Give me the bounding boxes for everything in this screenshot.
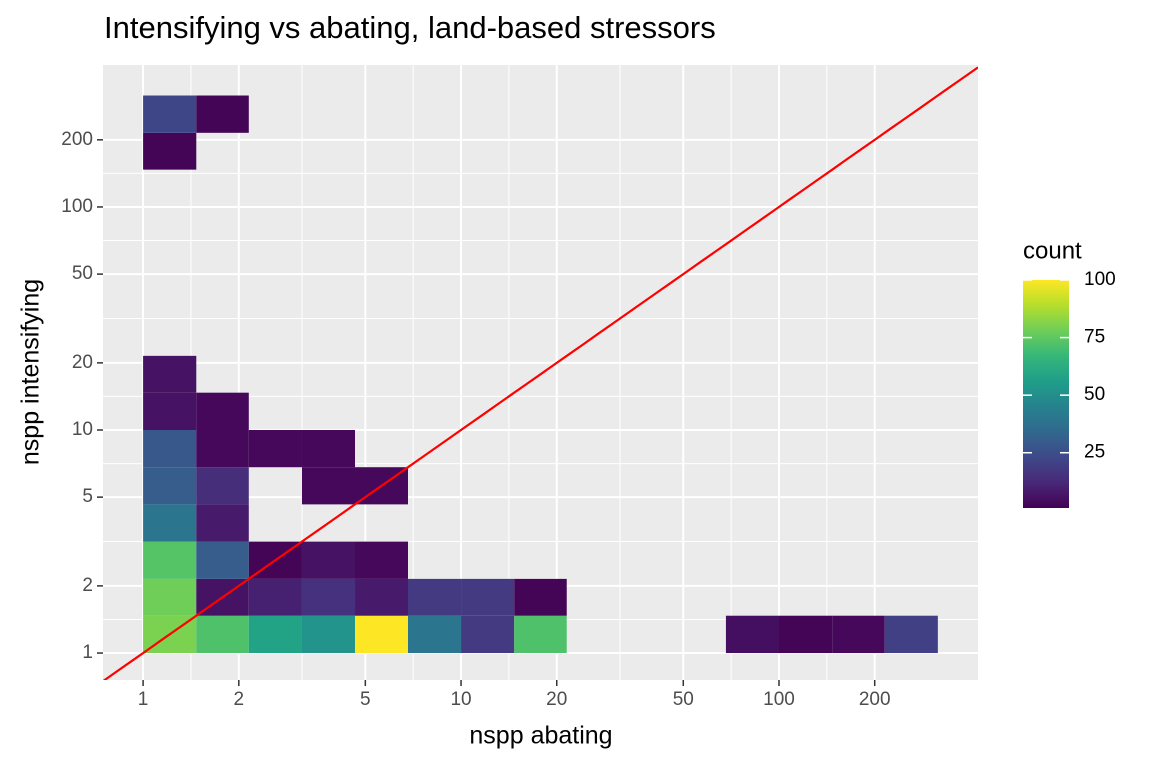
bin-tile bbox=[248, 615, 302, 654]
x-tick-label: 200 bbox=[859, 689, 891, 710]
x-axis-title: nspp abating bbox=[469, 722, 612, 750]
x-tick-label: 50 bbox=[673, 689, 694, 710]
y-tick-label: 5 bbox=[82, 486, 93, 507]
x-tick-label: 20 bbox=[546, 689, 567, 710]
y-axis-title: nspp intensifying bbox=[17, 279, 45, 465]
bin-tile bbox=[143, 95, 197, 133]
bin-tile bbox=[196, 95, 249, 133]
x-tick-label: 5 bbox=[360, 689, 371, 710]
reference-line bbox=[103, 66, 978, 680]
bin-tile bbox=[355, 541, 408, 579]
bin-tile bbox=[407, 578, 462, 616]
bin-tile bbox=[514, 615, 567, 654]
bin-tile bbox=[196, 392, 249, 430]
bin-tile bbox=[301, 615, 356, 654]
bin-tile bbox=[196, 467, 249, 505]
bin-tile bbox=[143, 467, 197, 505]
y-tick-label: 100 bbox=[61, 196, 93, 217]
bin-tile bbox=[461, 615, 515, 654]
bin-tile bbox=[725, 615, 779, 654]
bin-tile bbox=[143, 504, 197, 542]
legend-label: 75 bbox=[1084, 327, 1105, 348]
bin-tile bbox=[301, 578, 356, 616]
x-tick-label: 100 bbox=[763, 689, 795, 710]
y-tick-label: 1 bbox=[82, 642, 93, 663]
legend-title: count bbox=[1023, 237, 1082, 264]
legend-label: 50 bbox=[1084, 384, 1105, 405]
bin-tile bbox=[355, 615, 408, 654]
bin-tile bbox=[514, 578, 567, 616]
bin-tile bbox=[143, 578, 197, 616]
y-tick-label: 200 bbox=[61, 129, 93, 150]
y-tick-label: 20 bbox=[72, 352, 93, 373]
bin-tile bbox=[832, 615, 885, 654]
x-tick-label: 10 bbox=[450, 689, 471, 710]
legend-label: 25 bbox=[1084, 442, 1105, 463]
bin-tile bbox=[196, 504, 249, 542]
bin-tile bbox=[355, 578, 408, 616]
bin-tile bbox=[884, 615, 938, 654]
bin-tile bbox=[143, 355, 197, 393]
bin-tile bbox=[301, 541, 356, 579]
chart-title: Intensifying vs abating, land-based stre… bbox=[104, 10, 716, 45]
bin-tile bbox=[301, 429, 356, 468]
bin-tile bbox=[407, 615, 462, 654]
bin-tile bbox=[196, 615, 249, 654]
bin-tile bbox=[248, 429, 302, 468]
x-tick-label: 1 bbox=[138, 689, 149, 710]
bin-tile bbox=[196, 541, 249, 579]
bin-tile bbox=[301, 467, 356, 505]
bin-tile bbox=[461, 578, 515, 616]
y-tick-label: 10 bbox=[72, 419, 93, 440]
bin-tile bbox=[248, 578, 302, 616]
x-tick-label: 2 bbox=[234, 689, 245, 710]
legend-label: 100 bbox=[1084, 269, 1116, 290]
bin-tile bbox=[196, 429, 249, 468]
y-tick-label: 50 bbox=[72, 263, 93, 284]
bin-tile bbox=[143, 429, 197, 468]
bin-tile bbox=[143, 541, 197, 579]
bin-tile bbox=[778, 615, 833, 654]
colorbar bbox=[1023, 280, 1069, 508]
bin-tile bbox=[143, 132, 197, 170]
bin-tile bbox=[143, 392, 197, 430]
y-tick-label: 2 bbox=[82, 575, 93, 596]
